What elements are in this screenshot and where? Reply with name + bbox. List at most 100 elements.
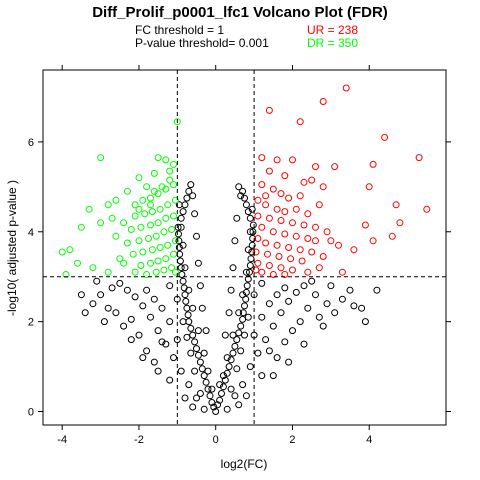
point-ns-70 [231,392,239,400]
point-ns-5 [206,392,214,400]
point-ns-142 [187,349,195,357]
point-dr-0 [173,118,181,126]
point-ns-126 [150,295,158,303]
fc-threshold-label: FC threshold = 1 [135,23,224,37]
point-dr-61 [160,266,168,274]
y-tick-label: 6 [28,137,34,149]
point-dr-11 [112,196,120,204]
point-ns-94 [81,309,89,317]
point-dr-39 [147,221,154,229]
point-ns-167 [248,205,256,213]
point-dr-9 [158,183,166,191]
point-ns-33 [182,297,190,305]
point-ur-45 [269,228,277,236]
point-ns-40 [244,275,252,283]
point-ns-74 [246,363,254,371]
point-ns-43 [177,264,185,272]
point-ur-22 [388,232,396,240]
point-dr-35 [131,212,139,220]
point-dr-52 [139,248,147,256]
point-dr-63 [143,271,151,278]
point-dr-64 [131,268,139,276]
point-ns-154 [194,327,202,335]
point-ns-21 [191,338,199,346]
point-ns-108 [166,376,174,384]
point-dr-38 [154,219,162,227]
point-ns-119 [304,304,312,312]
point-ur-72 [312,237,319,245]
point-ur-46 [281,230,289,238]
point-ns-29 [184,311,192,319]
point-ns-115 [281,338,289,346]
point-ns-62 [242,201,250,209]
point-dr-4 [170,160,177,168]
point-ns-50 [248,241,256,249]
point-ns-22 [233,336,241,344]
point-dr-59 [120,259,128,267]
point-ns-84 [285,297,293,305]
point-ns-52 [249,235,257,242]
point-ur-8 [273,156,281,164]
point-ns-155 [229,331,237,339]
plot-frame [42,69,447,426]
point-ns-159 [239,291,247,299]
x-tick-label: 4 [366,434,372,446]
point-dr-29 [139,196,147,204]
point-ns-162 [179,241,187,249]
point-dr-18 [66,246,74,254]
point-ns-39 [179,277,187,285]
point-ns-151 [216,381,224,389]
point-ur-74 [296,192,304,200]
point-ns-7 [204,385,212,393]
point-ns-10 [221,376,229,384]
point-dr-22 [116,255,124,263]
point-ns-168 [189,192,197,200]
point-ns-157 [235,309,243,317]
point-ns-81 [147,313,154,321]
point-dr-66 [112,232,120,240]
point-ns-20 [231,342,239,350]
point-ur-59 [287,255,295,263]
x-tick-label: -2 [134,434,144,446]
point-dr-46 [135,237,143,245]
point-ns-178 [198,304,206,312]
point-dr-3 [162,156,170,164]
point-ur-28 [258,181,266,189]
point-dr-14 [147,201,154,209]
point-ur-7 [258,154,266,162]
point-ur-9 [289,156,296,164]
point-ns-78 [262,336,270,344]
point-ns-101 [358,304,366,312]
point-ur-39 [265,214,273,222]
point-ns-192 [327,282,335,290]
point-ns-104 [135,331,143,339]
point-ns-92 [89,300,97,308]
point-ur-35 [281,208,289,216]
point-ns-129 [281,284,289,292]
point-ns-48 [248,248,256,256]
point-ns-133 [258,279,266,287]
point-ns-83 [139,302,147,310]
point-ns-57 [177,214,185,222]
point-ns-195 [361,318,369,326]
point-ns-3 [208,399,216,406]
point-ns-177 [227,286,235,294]
point-ns-116 [127,315,135,323]
point-ns-77 [162,340,170,348]
point-dr-8 [143,183,151,191]
point-ur-58 [275,253,283,260]
point-ur-70 [319,253,327,260]
point-dr-53 [129,250,137,258]
point-ns-13 [198,365,206,373]
point-ur-18 [423,205,431,213]
point-ns-181 [221,331,229,339]
point-ns-158 [185,286,193,294]
point-ur-3 [296,118,304,126]
point-dr-26 [162,185,170,193]
point-ns-82 [277,309,285,317]
point-ns-111 [242,392,250,400]
point-dr-40 [137,223,145,231]
point-ns-145 [241,331,248,339]
point-dr-19 [58,248,66,256]
point-ur-71 [335,241,342,249]
